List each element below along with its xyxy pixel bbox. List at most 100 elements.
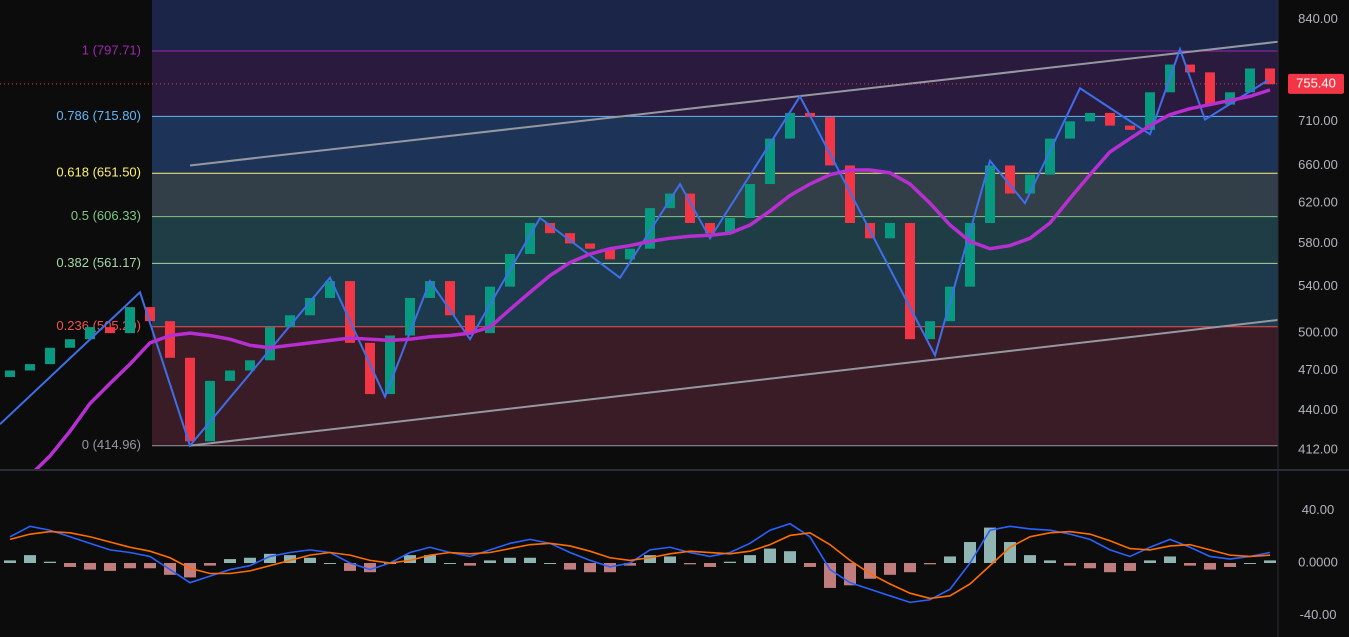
candle [1065, 121, 1075, 139]
candle [285, 315, 295, 328]
histogram-bar [424, 555, 436, 564]
histogram-bar [704, 563, 716, 567]
channel-line [189, 40, 1278, 167]
candle [545, 223, 555, 234]
candle [145, 307, 155, 322]
histogram-bar [824, 563, 836, 588]
candle [225, 370, 235, 381]
histogram-bar [364, 563, 376, 573]
candle [625, 248, 635, 260]
y-tick-label: -40.00 [1300, 607, 1337, 622]
histogram-bar [944, 556, 956, 564]
histogram-bar [904, 563, 916, 573]
macd-pane [4, 522, 1276, 604]
fib-band [152, 263, 1278, 327]
histogram-bar [1204, 563, 1216, 570]
y-tick-label: 470.00 [1298, 362, 1338, 377]
histogram-bar [244, 557, 256, 564]
histogram-bar [984, 527, 996, 564]
fib-label: 0.5 (606.33) [71, 208, 141, 223]
candle [1185, 64, 1195, 73]
fib-band [152, 326, 1278, 446]
candle [105, 327, 115, 334]
histogram-bar [724, 561, 736, 564]
candle [885, 223, 895, 239]
fib-label: 0.618 (651.50) [56, 165, 141, 180]
fib-band [152, 0, 1278, 51]
candle [185, 357, 195, 442]
candle [745, 184, 755, 218]
candle [725, 217, 735, 234]
histogram-bar [84, 563, 96, 570]
histogram-bar [484, 560, 496, 564]
candle [465, 315, 475, 334]
candle [65, 339, 75, 348]
main-pane: 1 (797.71) 0.786 (715.80) 0.618 (651.50) 0.… [0, 0, 1278, 470]
y-tick-label: 40.00 [1302, 502, 1335, 517]
candle [525, 223, 535, 254]
histogram-bar [504, 557, 516, 564]
histogram-bar [624, 563, 636, 566]
fib-label: 0.786 (715.80) [56, 108, 141, 123]
candle [305, 297, 315, 316]
histogram-bar [1264, 560, 1276, 564]
candle [265, 327, 275, 361]
candle [785, 112, 795, 139]
histogram-bar [544, 563, 556, 565]
fib-label: 1 (797.71) [82, 42, 141, 57]
histogram-bar [684, 563, 696, 565]
candle [125, 307, 135, 334]
histogram-bar [104, 563, 116, 571]
candle [345, 281, 355, 343]
candle [705, 223, 715, 234]
fib-label: 0.236 (505.29) [56, 318, 141, 333]
histogram-bar [464, 563, 476, 566]
histogram-bar [764, 548, 776, 564]
candle [985, 165, 995, 224]
candle [485, 286, 495, 334]
zigzag-line [0, 46, 1269, 448]
histogram-bar [1184, 563, 1196, 566]
histogram-bar [1044, 560, 1056, 564]
histogram-bar [884, 563, 896, 575]
candle [765, 138, 775, 185]
histogram-bar [1064, 563, 1076, 566]
candle [685, 193, 695, 224]
histogram-bar [644, 555, 656, 564]
candle [425, 281, 435, 298]
signal-line [9, 530, 1271, 600]
histogram-bar [1124, 563, 1136, 571]
candle [925, 321, 935, 340]
candle [365, 342, 375, 395]
fib-label: 0 (414.96) [82, 437, 141, 452]
price-axis [1278, 0, 1349, 637]
histogram-bar [784, 551, 796, 564]
moving-average [33, 88, 1271, 470]
y-tick-label: 620.00 [1298, 195, 1338, 210]
y-tick-label: 840.00 [1298, 11, 1338, 26]
histogram-bar [324, 563, 336, 565]
y-tick-label: 660.00 [1298, 157, 1338, 172]
y-tick-label: 500.00 [1298, 325, 1338, 340]
candle [825, 117, 835, 166]
candle [1045, 138, 1055, 175]
candle [445, 281, 455, 316]
candle [565, 233, 575, 244]
candle [45, 347, 55, 365]
candle [325, 281, 335, 298]
histogram-bar [264, 553, 276, 564]
histogram-bar [64, 563, 76, 567]
histogram-bar [204, 563, 216, 566]
histogram-bar [224, 559, 236, 564]
histogram-bar [444, 563, 456, 565]
y-tick-label: 540.00 [1298, 278, 1338, 293]
histogram-bar [964, 542, 976, 564]
histogram-bar [44, 561, 56, 564]
y-tick-label: 440.00 [1298, 402, 1338, 417]
histogram-bar [744, 555, 756, 564]
candle [25, 364, 35, 371]
histogram-bar [4, 560, 16, 564]
candle [405, 297, 415, 336]
